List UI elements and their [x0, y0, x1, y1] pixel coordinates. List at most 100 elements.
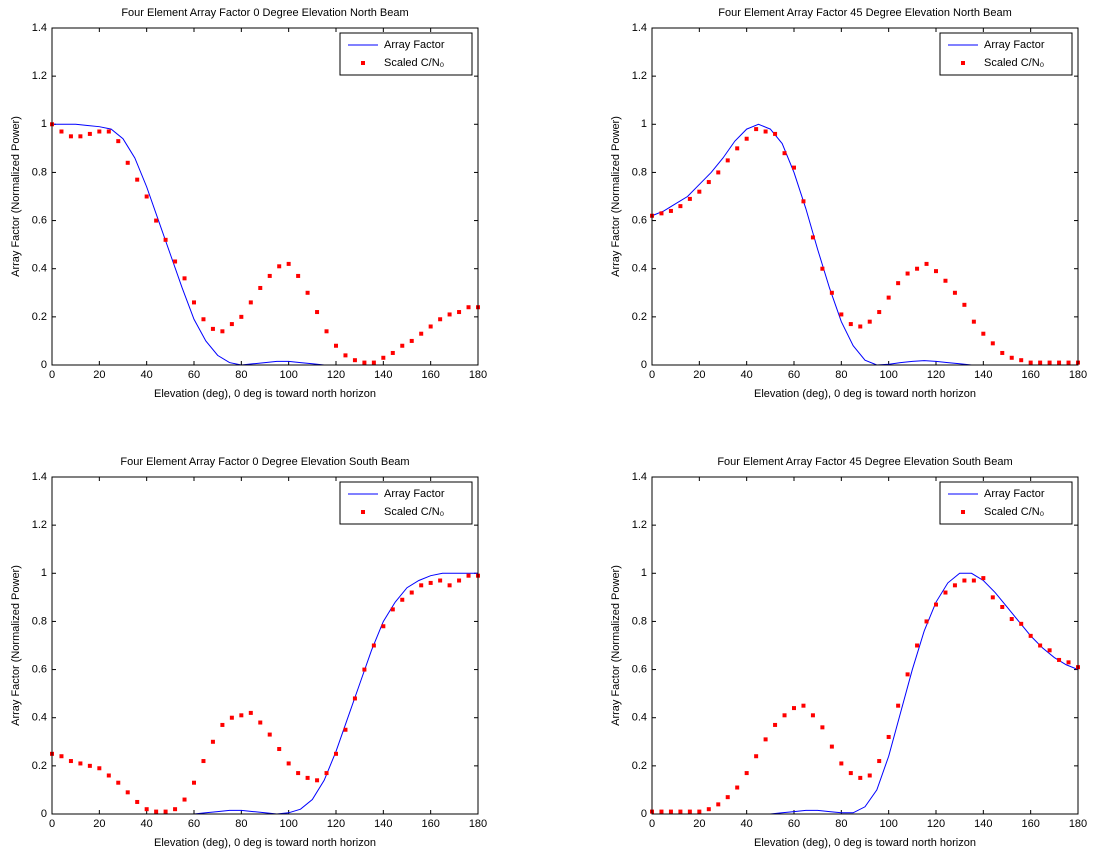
data-point — [687, 196, 692, 201]
legend-label: Scaled C/N₀ — [984, 57, 1044, 69]
data-point — [905, 672, 910, 677]
data-point — [1057, 657, 1062, 662]
data-point — [763, 129, 768, 134]
data-point — [1019, 358, 1024, 363]
data-point — [754, 127, 759, 132]
data-point — [1038, 643, 1043, 648]
data-point — [87, 131, 92, 136]
x-tick-label: 100 — [879, 818, 897, 830]
data-point — [192, 300, 196, 305]
data-point — [792, 165, 796, 170]
data-point — [725, 158, 730, 163]
data-point — [697, 809, 702, 814]
data-point — [792, 706, 796, 711]
data-point — [324, 329, 329, 334]
y-tick-label: 1.2 — [632, 70, 647, 82]
data-point — [943, 278, 948, 283]
x-axis-label: Elevation (deg), 0 deg is toward north h… — [154, 837, 376, 849]
data-point — [144, 807, 149, 812]
data-point — [258, 720, 263, 725]
data-point — [668, 208, 673, 213]
data-point — [659, 211, 664, 216]
data-point — [839, 312, 844, 317]
y-tick-label: 0 — [641, 359, 647, 371]
data-point — [334, 343, 338, 348]
y-tick-label: 0.4 — [632, 263, 647, 275]
y-tick-label: 1 — [641, 567, 647, 579]
y-tick-label: 1.4 — [632, 22, 647, 34]
x-axis-label: Elevation (deg), 0 deg is toward north h… — [154, 388, 376, 400]
data-point — [97, 766, 102, 771]
legend-label: Scaled C/N₀ — [984, 506, 1044, 518]
data-point — [678, 809, 683, 814]
x-tick-label: 80 — [235, 818, 247, 830]
legend-marker — [961, 510, 965, 514]
y-tick-label: 1.2 — [32, 70, 47, 82]
data-point — [886, 295, 891, 300]
data-point — [716, 170, 721, 175]
data-point — [1019, 621, 1024, 626]
data-point — [735, 146, 740, 151]
axes-frame — [51, 27, 479, 366]
data-point — [116, 780, 121, 785]
chart-title: Four Element Array Factor 45 Degree Elev… — [717, 456, 1012, 468]
x-tick-label: 180 — [1069, 369, 1087, 381]
data-point — [697, 189, 702, 194]
data-point — [192, 780, 196, 785]
data-point — [678, 204, 683, 209]
data-point — [829, 744, 834, 749]
legend-box — [939, 481, 1073, 525]
data-point — [419, 583, 424, 588]
data-point — [848, 771, 853, 776]
data-point — [1000, 350, 1005, 355]
data-point — [182, 797, 187, 802]
data-point — [962, 302, 967, 307]
chart-title: Four Element Array Factor 0 Degree Eleva… — [120, 456, 409, 468]
data-point — [1066, 660, 1071, 665]
chart-title: Four Element Array Factor 45 Degree Elev… — [718, 7, 1011, 19]
data-point — [362, 360, 367, 365]
data-point — [371, 643, 376, 648]
x-tick-label: 120 — [927, 369, 945, 381]
data-point — [820, 725, 825, 730]
y-tick-label: 1 — [41, 567, 47, 579]
data-point — [239, 713, 244, 718]
legend-box — [339, 32, 473, 76]
x-tick-label: 40 — [141, 369, 153, 381]
data-point — [438, 578, 443, 583]
data-point — [735, 785, 740, 790]
data-point — [782, 151, 787, 156]
y-tick-label: 0.2 — [32, 311, 47, 323]
x-tick-label: 140 — [974, 369, 992, 381]
y-tick-label: 0.8 — [632, 166, 647, 178]
x-tick-label: 80 — [835, 369, 847, 381]
data-point — [706, 180, 711, 185]
x-tick-label: 120 — [327, 369, 345, 381]
data-point — [286, 761, 291, 766]
x-tick-label: 120 — [927, 818, 945, 830]
data-point — [867, 773, 872, 778]
data-point — [68, 759, 73, 764]
y-tick-label: 1 — [41, 118, 47, 130]
data-point — [267, 273, 272, 278]
data-point — [163, 237, 168, 242]
data-point — [877, 759, 882, 764]
x-tick-label: 40 — [141, 818, 153, 830]
x-tick-label: 140 — [374, 818, 392, 830]
data-point — [68, 134, 73, 139]
data-point — [668, 809, 673, 814]
y-tick-label: 0.4 — [32, 712, 47, 724]
x-tick-label: 40 — [741, 818, 753, 830]
data-point — [810, 713, 815, 718]
data-point — [87, 763, 92, 768]
data-point — [352, 696, 357, 701]
x-tick-label: 160 — [1021, 369, 1039, 381]
data-point — [106, 129, 111, 134]
data-point — [1057, 360, 1062, 365]
data-point — [1009, 355, 1014, 360]
x-tick-label: 140 — [374, 369, 392, 381]
data-point — [343, 353, 348, 358]
data-point — [390, 607, 395, 612]
data-point — [154, 218, 159, 223]
legend-label: Array Factor — [384, 39, 445, 51]
